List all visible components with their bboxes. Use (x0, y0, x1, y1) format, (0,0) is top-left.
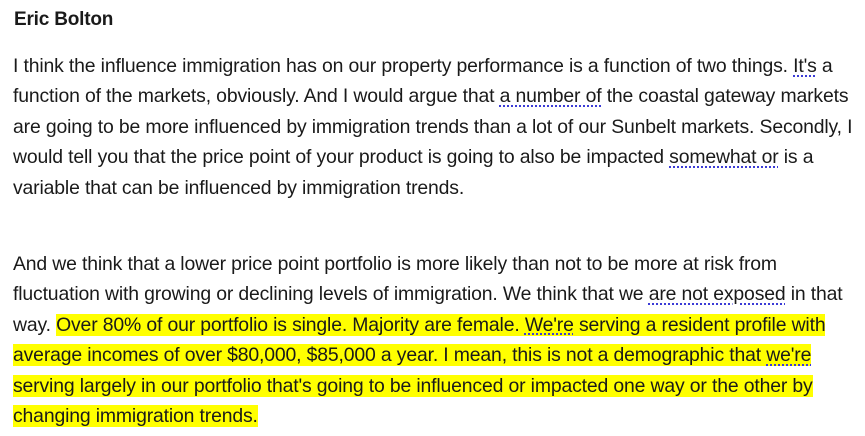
highlighted-text: Over 80% of our portfolio is single. Maj… (56, 313, 525, 336)
paragraph-2[interactable]: And we think that a lower price point po… (13, 249, 859, 431)
proofing-mark[interactable]: a number of (499, 85, 602, 108)
text-run: the coastal gateway markets are going to… (13, 85, 853, 169)
proofing-mark[interactable]: somewhat or (669, 146, 779, 169)
proofing-mark[interactable]: are not exposed (648, 283, 786, 306)
text-run: a function of the markets, obviously. An… (13, 55, 833, 108)
highlighted-proofing-mark[interactable]: we're (766, 344, 812, 367)
speaker-name: Eric Bolton (14, 9, 114, 30)
text-run: And we think that a lower price point po… (13, 253, 777, 306)
paragraph-1[interactable]: I think the influence immigration has on… (13, 51, 859, 203)
highlighted-proofing-mark[interactable]: We're (524, 313, 574, 336)
text-run: is a variable that can be influenced by … (13, 146, 814, 199)
highlighted-text: serving largely in our portfolio that's … (13, 374, 813, 428)
proofing-mark[interactable]: It's (793, 55, 817, 77)
text-run: in that way. (13, 283, 843, 336)
text-run: I think the influence immigration has on… (13, 55, 794, 77)
